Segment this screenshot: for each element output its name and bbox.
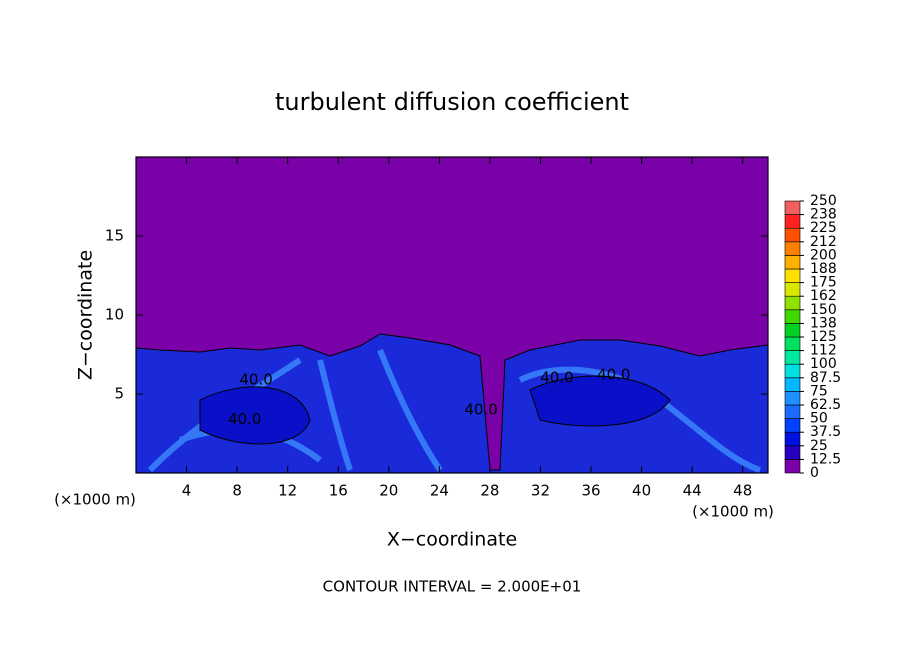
colorbar-band	[784, 336, 801, 351]
contour-label: 40.0	[540, 369, 573, 387]
colorbar-label: 125	[810, 329, 837, 345]
colorbar-band	[784, 459, 801, 474]
colorbar-band	[784, 214, 801, 229]
colorbar-label: 250	[810, 193, 837, 209]
chart-title: turbulent diffusion coefficient	[275, 88, 629, 116]
colorbar-band	[784, 282, 801, 297]
colorbar-label: 50	[810, 411, 828, 427]
colorbar-label: 175	[810, 275, 837, 291]
colorbar-label: 138	[810, 315, 837, 331]
colorbar-label: 100	[810, 356, 837, 372]
contour-label: 40.0	[228, 410, 261, 428]
y-tick-label: 5	[114, 385, 124, 403]
x-tick-label: 36	[581, 482, 600, 500]
colorbar-label: 25	[810, 438, 828, 454]
contour-label: 40.0	[597, 366, 630, 384]
colorbar-band	[784, 268, 801, 283]
colorbar-band	[784, 404, 801, 419]
colorbar-band	[784, 241, 801, 256]
colorbar-label: 150	[810, 302, 837, 318]
x-axis-label: X−coordinate	[387, 529, 517, 551]
x-tick-label: 12	[278, 482, 297, 500]
colorbar-label: 87.5	[810, 370, 841, 386]
colorbar-band	[784, 418, 801, 433]
colorbar-label: 212	[810, 234, 837, 250]
colorbar-band	[784, 255, 801, 270]
colorbar-label: 238	[810, 207, 837, 223]
colorbar-label: 162	[810, 288, 837, 304]
colorbar-label: 12.5	[810, 451, 841, 467]
colorbar-band	[784, 363, 801, 379]
contour-field	[135, 157, 769, 474]
colorbar-band	[784, 227, 801, 243]
annotation: CONTOUR INTERVAL = 2.000E+01	[323, 578, 582, 596]
y-tick-label: 10	[105, 306, 124, 324]
colorbar-label: 200	[810, 247, 837, 263]
y-axis-label: Z−coordinate	[75, 250, 97, 380]
colorbar-band	[784, 391, 801, 406]
colorbar-label: 188	[810, 261, 837, 277]
colorbar-label: 112	[810, 343, 837, 359]
x-unit-label: (×1000 m)	[692, 503, 774, 521]
x-tick-label: 24	[430, 482, 449, 500]
x-tick-label: 32	[531, 482, 550, 500]
colorbar-label: 62.5	[810, 397, 841, 413]
contour-label: 40.0	[464, 400, 497, 418]
colorbar-band	[784, 200, 801, 215]
colorbar-label: 75	[810, 383, 828, 399]
field-region	[135, 333, 769, 474]
colorbar-band	[784, 377, 801, 392]
x-tick-label: 20	[379, 482, 398, 500]
x-tick-label: 4	[182, 482, 192, 500]
colorbar-label: 37.5	[810, 424, 841, 440]
colorbar-label: 225	[810, 220, 837, 236]
x-tick-label: 28	[480, 482, 499, 500]
colorbar-label: 0	[810, 465, 819, 481]
colorbar-band	[784, 323, 801, 338]
colorbar-band	[784, 295, 801, 311]
colorbar-band	[784, 350, 801, 365]
x-tick-label: 44	[683, 482, 702, 500]
x-tick-label: 8	[232, 482, 242, 500]
contour-label: 40.0	[239, 370, 272, 388]
colorbar-band	[784, 445, 801, 460]
colorbar-band	[784, 309, 801, 324]
x-tick-label: 48	[733, 482, 752, 500]
x-unit-label: (×1000 m)	[54, 491, 136, 509]
colorbar-band	[784, 431, 801, 447]
x-tick-label: 16	[329, 482, 348, 500]
x-tick-label: 40	[632, 482, 651, 500]
y-tick-label: 15	[105, 227, 124, 245]
field-core	[199, 375, 671, 445]
